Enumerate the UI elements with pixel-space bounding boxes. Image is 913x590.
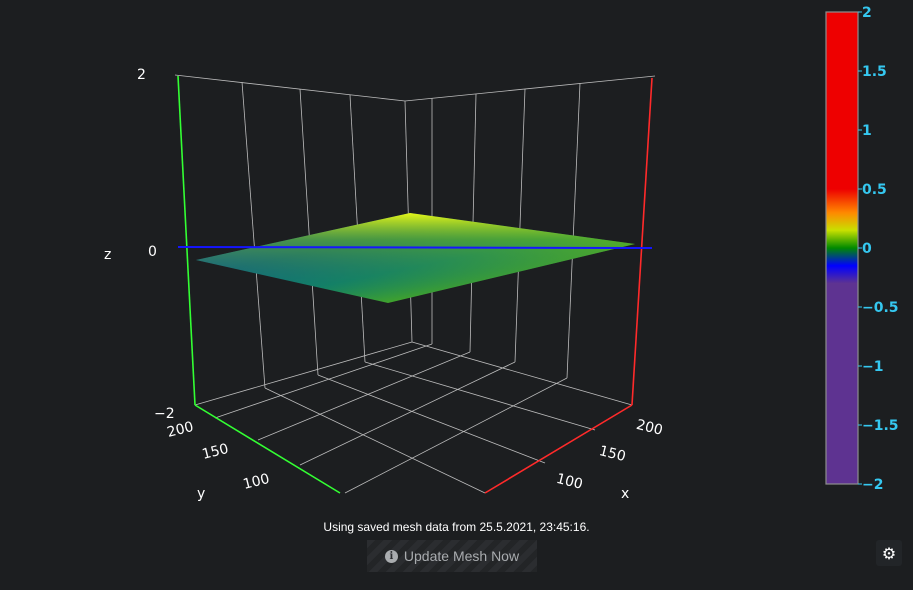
update-mesh-label: Update Mesh Now [403,548,520,564]
z-zero-line [177,246,653,249]
update-mesh-button[interactable]: i Update Mesh Now [367,540,537,572]
z-tick-bottom: −2 [154,406,175,422]
settings-button[interactable]: ⚙ [876,540,902,566]
colorbar-tick-label: −0.5 [862,300,899,316]
y-tick-150: 150 [200,441,230,463]
colorbar-tick-label: 1.5 [862,64,887,80]
y-axis-label: y [197,486,205,502]
colorbar-tick-label: −1 [862,359,883,375]
x-axis-line [484,404,633,494]
x-tick-100: 100 [554,471,584,493]
colorbar-gradient [825,11,859,485]
colorbar-tick-label: −2 [862,477,883,493]
x-tick-150: 150 [597,443,627,465]
x-tick-200: 200 [634,417,664,439]
colorbar-tick-label: 0 [862,241,872,257]
y-tick-200: 200 [165,419,195,441]
status-message: Using saved mesh data from 25.5.2021, 23… [323,520,590,534]
z-axis-line [177,75,196,406]
colorbar-tick-label: −1.5 [862,418,899,434]
gear-icon: ⚙ [881,543,897,563]
z-tick-mid: 0 [148,244,157,260]
y-tick-100: 100 [241,471,271,493]
info-icon: i [384,549,398,563]
x-axis-label: x [621,486,629,502]
y-axis-line [194,404,341,494]
mesh-surface [196,213,635,303]
colorbar-tick-label: 1 [862,123,872,139]
z-tick-top: 2 [137,67,146,83]
right-axis-line [631,77,653,406]
z-axis-label: z [104,247,111,263]
colorbar-tick-label: 0.5 [862,182,887,198]
colorbar: 2 1.5 1 0.5 0 −0.5 −1 −1.5 −2 [825,5,899,493]
colorbar-tick-label: 2 [862,5,872,21]
axis-grid [174,74,656,494]
